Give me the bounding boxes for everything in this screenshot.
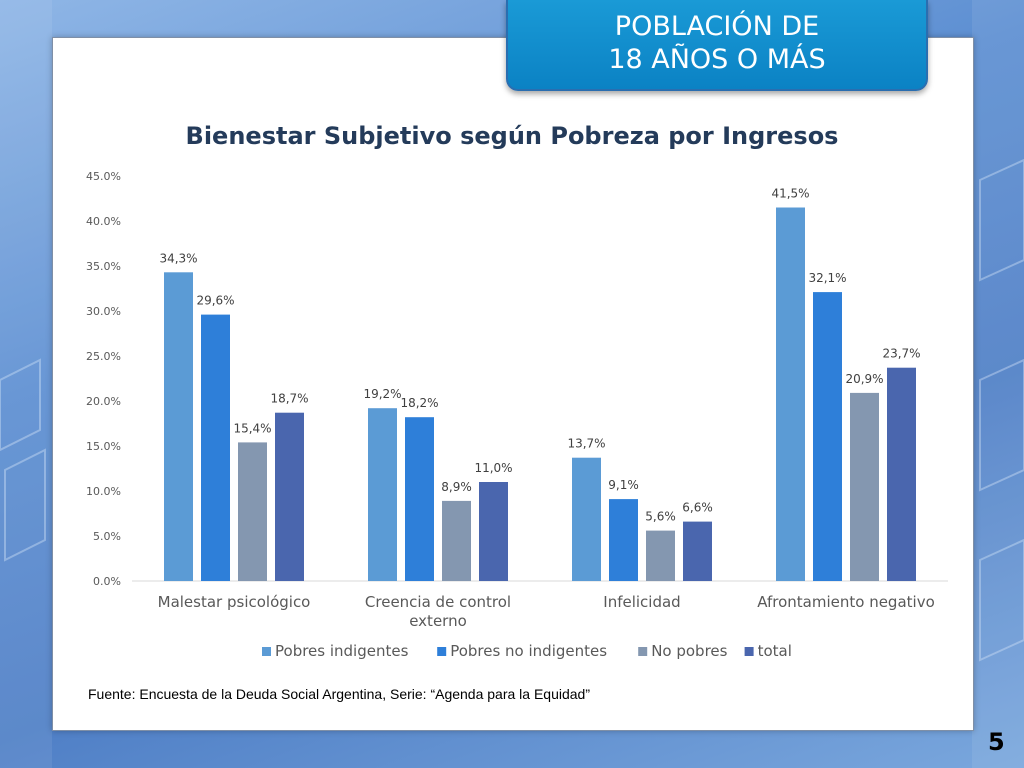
bar	[850, 392, 879, 581]
legend-label: total	[758, 642, 792, 660]
x-tick-label: externo	[409, 612, 467, 630]
y-tick-label: 0.0%	[93, 575, 121, 588]
data-label: 20,9%	[845, 372, 883, 386]
y-tick-label: 30.0%	[86, 305, 121, 318]
data-label: 19,2%	[363, 387, 401, 401]
bar	[164, 272, 193, 581]
x-tick-label: Afrontamiento negativo	[757, 593, 935, 611]
legend-swatch	[437, 647, 447, 656]
source-note: Fuente: Encuesta de la Deuda Social Arge…	[88, 686, 590, 702]
legend-swatch	[638, 647, 648, 656]
data-label: 9,1%	[608, 478, 639, 492]
data-label: 18,7%	[270, 392, 308, 406]
bar	[201, 314, 230, 581]
y-tick-label: 45.0%	[86, 170, 121, 183]
data-label: 13,7%	[567, 437, 605, 451]
page-number: 5	[988, 728, 1005, 756]
banner-line-2: 18 AÑOS O MÁS	[608, 44, 826, 75]
banner-line-1: POBLACIÓN DE	[614, 11, 820, 42]
bar	[479, 482, 508, 581]
legend-label: Pobres indigentes	[275, 642, 409, 660]
data-label: 8,9%	[441, 480, 472, 494]
data-label: 23,7%	[882, 347, 920, 361]
bar	[776, 207, 805, 581]
legend-label: Pobres no indigentes	[450, 642, 607, 660]
bar	[368, 408, 397, 581]
legend-swatch	[262, 647, 271, 656]
data-label: 5,6%	[645, 510, 676, 524]
x-tick-label: Malestar psicológico	[158, 593, 311, 611]
bar	[238, 442, 267, 581]
x-tick-label: Creencia de control	[365, 593, 511, 611]
bar	[572, 457, 601, 581]
bar	[683, 521, 712, 581]
y-tick-label: 10.0%	[86, 485, 121, 498]
y-tick-label: 35.0%	[86, 260, 121, 273]
bar	[405, 417, 434, 581]
data-label: 29,6%	[196, 294, 234, 308]
data-label: 41,5%	[771, 187, 809, 201]
bar	[442, 500, 471, 581]
bar	[813, 292, 842, 581]
y-tick-label: 20.0%	[86, 395, 121, 408]
y-tick-label: 25.0%	[86, 350, 121, 363]
data-label: 18,2%	[400, 396, 438, 410]
x-tick-label: Infelicidad	[603, 593, 680, 611]
legend-label: No pobres	[651, 642, 727, 660]
y-tick-label: 5.0%	[93, 530, 121, 543]
legend-swatch	[744, 647, 754, 656]
bar	[609, 499, 638, 581]
bar	[275, 412, 304, 581]
bar	[646, 530, 675, 581]
data-label: 32,1%	[808, 271, 846, 285]
header-banner: POBLACIÓN DE 18 AÑOS O MÁS	[506, 0, 928, 91]
chart-title: Bienestar Subjetivo según Pobreza por In…	[185, 122, 839, 150]
data-label: 15,4%	[233, 421, 271, 435]
y-tick-label: 15.0%	[86, 440, 121, 453]
data-label: 6,6%	[682, 501, 713, 515]
bar	[887, 367, 916, 581]
data-label: 34,3%	[159, 251, 197, 265]
y-tick-label: 40.0%	[86, 215, 121, 228]
data-label: 11,0%	[474, 461, 512, 475]
